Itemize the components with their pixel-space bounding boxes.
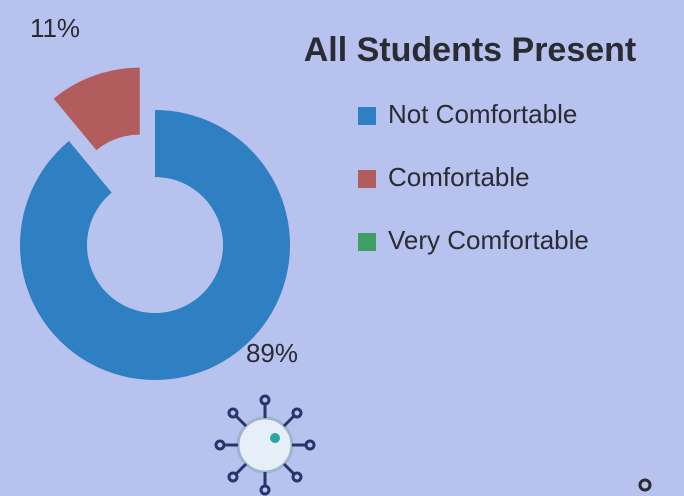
value-label: 11%: [30, 13, 80, 43]
legend-label: Not Comfortable: [388, 99, 577, 129]
legend-swatch: [358, 233, 376, 251]
chart-title: All Students Present: [304, 31, 637, 69]
decoration: [638, 478, 652, 492]
virus-icon: [214, 394, 316, 496]
donut-slice: [53, 67, 140, 151]
legend-label: Very Comfortable: [388, 225, 589, 255]
legend-swatch: [358, 170, 376, 188]
legend-label: Comfortable: [388, 162, 530, 192]
value-label: 89%: [246, 338, 298, 368]
donut-slice: [19, 110, 291, 380]
legend-swatch: [358, 107, 376, 125]
